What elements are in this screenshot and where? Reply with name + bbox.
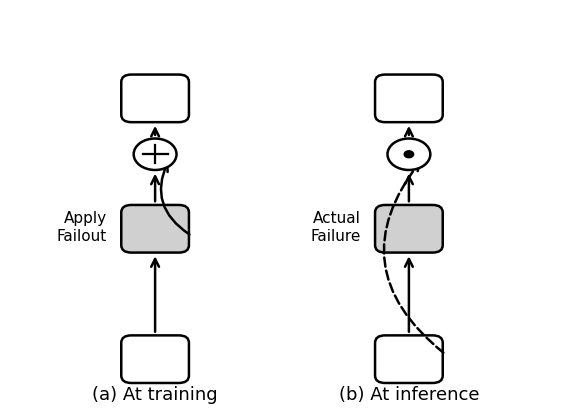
- Circle shape: [387, 139, 430, 171]
- Text: Apply
Failout: Apply Failout: [57, 210, 107, 244]
- Text: Actual
Failure: Actual Failure: [311, 210, 361, 244]
- FancyBboxPatch shape: [375, 335, 443, 383]
- Text: (b) At inference: (b) At inference: [338, 385, 479, 403]
- FancyBboxPatch shape: [375, 75, 443, 123]
- FancyBboxPatch shape: [121, 205, 189, 253]
- FancyBboxPatch shape: [375, 205, 443, 253]
- FancyBboxPatch shape: [121, 335, 189, 383]
- Circle shape: [404, 152, 413, 158]
- FancyBboxPatch shape: [121, 75, 189, 123]
- Circle shape: [134, 139, 177, 171]
- Text: (a) At training: (a) At training: [92, 385, 218, 403]
